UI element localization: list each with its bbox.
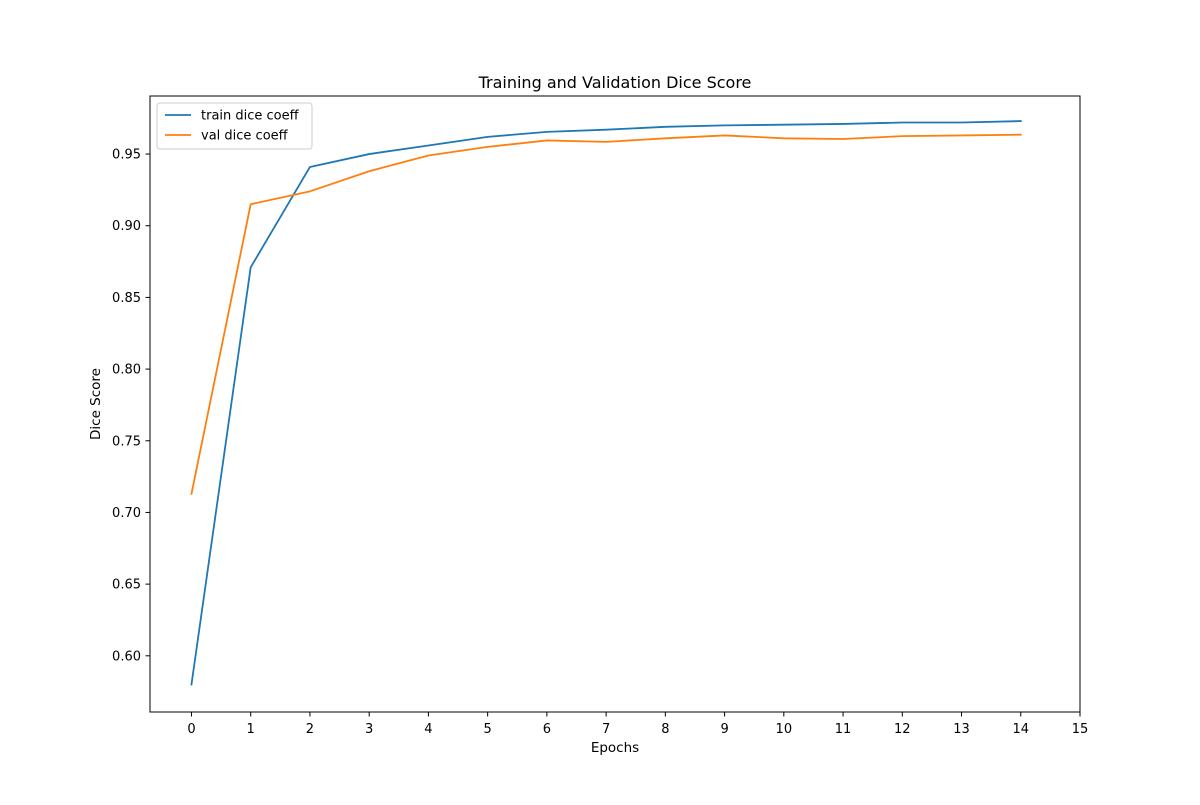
- y-tick-label: 0.75: [112, 434, 141, 449]
- x-axis-label: Epochs: [591, 740, 639, 756]
- x-tick-label: 6: [543, 722, 551, 737]
- axes-frame: [149, 95, 1081, 713]
- series-line-train: [190, 120, 1022, 686]
- x-tick-label: 4: [424, 722, 432, 737]
- series-line-val: [190, 133, 1022, 495]
- y-tick-label: 0.95: [112, 148, 141, 163]
- x-tick-label: 5: [484, 722, 492, 737]
- x-tick-label: 10: [776, 722, 793, 737]
- plot-area: 0 1 2 3 4 5 6 7 8 9 10 11 12 13 14 150.600.650.700.750.…: [112, 95, 1089, 737]
- x-tick-label: 8: [661, 722, 669, 737]
- legend-box: [156, 102, 313, 150]
- y-tick-label: 0.85: [112, 291, 141, 306]
- legend-label-train: train dice coeff: [201, 109, 300, 124]
- y-tick-label: 0.70: [112, 506, 141, 521]
- x-tick-label: 13: [953, 722, 970, 737]
- y-tick-label: 0.65: [112, 578, 141, 593]
- x-tick-label: 0: [187, 722, 195, 737]
- x-tick-label: 9: [720, 722, 728, 737]
- x-tick-label: 12: [894, 722, 911, 737]
- y-tick-label: 0.60: [112, 649, 141, 664]
- y-tick-label: 0.90: [112, 219, 141, 234]
- chart-title: Training and Validation Dice Score: [478, 73, 752, 92]
- x-tick-label: 3: [365, 722, 373, 737]
- x-tick-label: 1: [247, 722, 255, 737]
- y-tick-label: 0.80: [112, 363, 141, 378]
- x-tick-label: 14: [1012, 722, 1029, 737]
- y-axis-label: Dice Score: [88, 368, 104, 440]
- x-tick-label: 7: [602, 722, 610, 737]
- x-tick-label: 11: [835, 722, 852, 737]
- x-tick-label: 2: [306, 722, 314, 737]
- legend-label-val: val dice coeff: [201, 129, 289, 144]
- x-tick-label: 15: [1072, 722, 1089, 737]
